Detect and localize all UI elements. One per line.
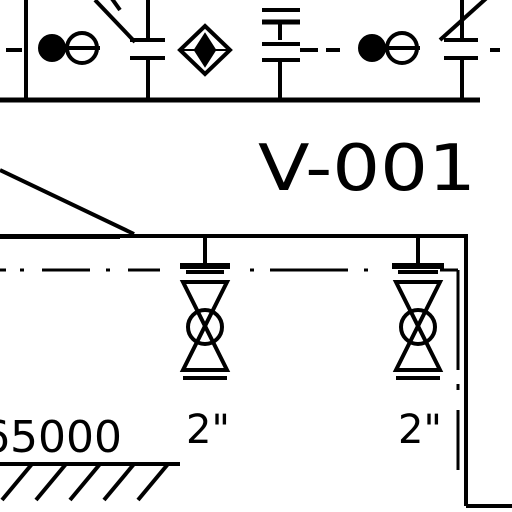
valve-bonnet-icon xyxy=(186,308,224,346)
ground-hatch-symbol xyxy=(0,462,180,502)
filled-indicator-icon xyxy=(38,34,66,62)
diamond-instrument-icon[interactable] xyxy=(177,23,233,77)
actuator-stem-icon xyxy=(93,0,137,44)
vessel-tag-label: V-001 xyxy=(258,132,476,206)
valve-body-icon xyxy=(179,280,231,331)
actuator-group-right[interactable] xyxy=(358,0,490,98)
valve-size-label-right: 2" xyxy=(398,407,442,453)
top-instrument-strip xyxy=(0,0,500,103)
gate-valve-left[interactable] xyxy=(179,236,231,380)
elevation-label: 65000 xyxy=(0,412,122,463)
valve-body-icon xyxy=(392,280,444,331)
gate-valve-right[interactable] xyxy=(392,236,444,380)
inlet-slanted-line xyxy=(0,168,135,236)
process-piping xyxy=(0,168,512,508)
top-capacitor-icon xyxy=(262,8,300,98)
actuator-stem-icon xyxy=(438,0,488,42)
filled-indicator-icon xyxy=(358,34,386,62)
valve-body-icon xyxy=(179,321,231,372)
valve-body-icon xyxy=(392,321,444,372)
actuator-group-left[interactable] xyxy=(38,0,165,98)
valve-size-label-left: 2" xyxy=(186,407,230,453)
valve-bonnet-icon xyxy=(399,308,437,346)
